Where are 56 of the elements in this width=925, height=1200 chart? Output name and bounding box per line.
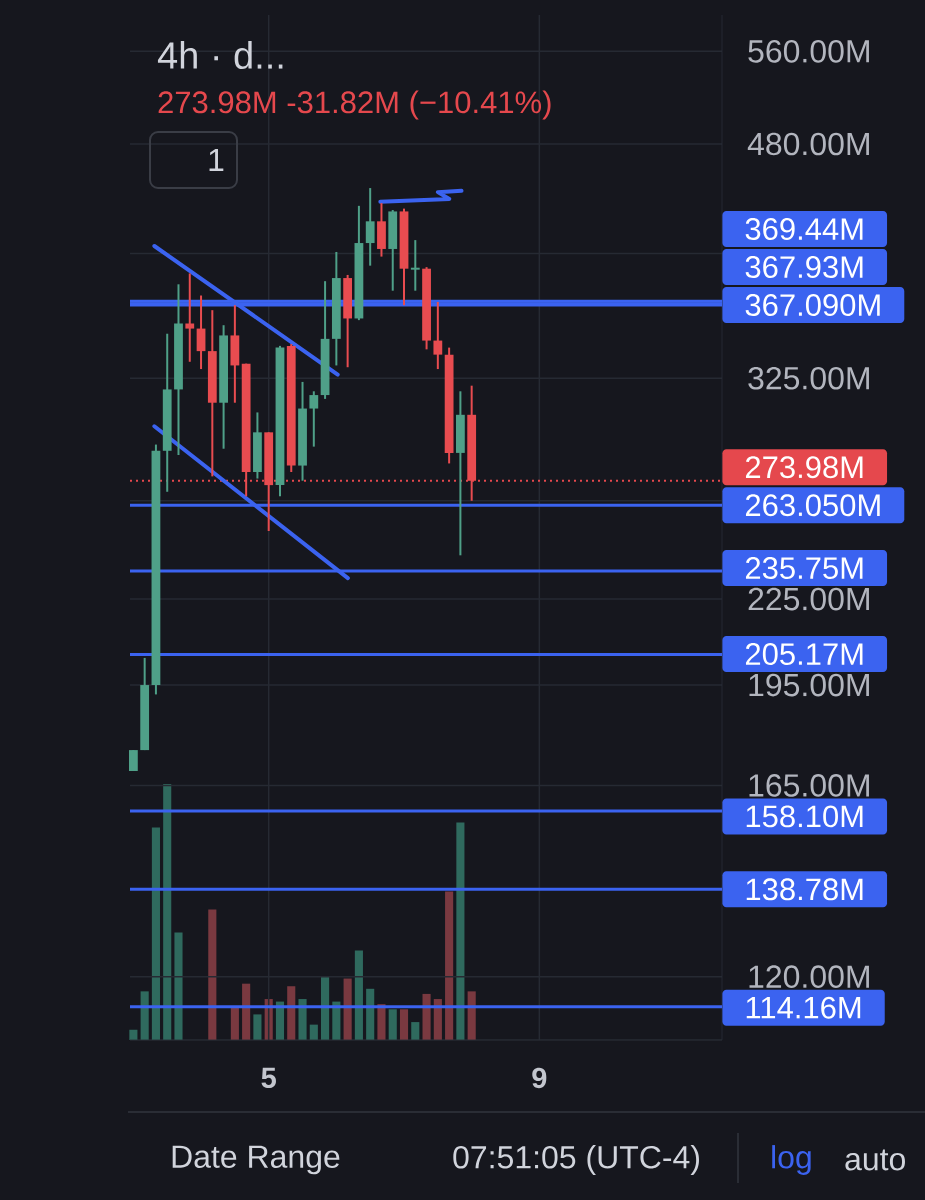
bar [163, 784, 172, 1040]
annotation: 1 [209, 148, 224, 171]
ref-line-label: 273.98M [745, 456, 863, 479]
ref-line-label: 263.050M [745, 494, 880, 517]
text: 4h · d... [157, 41, 283, 69]
y-tick-label: 225.00M [748, 587, 869, 611]
bar [422, 993, 431, 1040]
y-tick-label: 120.00M [749, 965, 869, 989]
y-tick-label: 325.00M [748, 366, 869, 390]
bar [388, 1009, 397, 1040]
text: log [772, 1145, 811, 1175]
bar [309, 1024, 318, 1040]
bar [321, 976, 330, 1040]
bar [208, 909, 217, 1040]
ref-line-label: 114.16M [746, 996, 861, 1019]
ref-line-label: 367.090M [745, 294, 880, 317]
candlestick [409, 239, 421, 292]
bar [399, 1009, 409, 1040]
y-tick-label: 560.00M [748, 40, 869, 63]
y-tick-label: 165.00M [749, 774, 869, 797]
candlestick [309, 390, 319, 448]
y-tick-label: 195.00M [749, 673, 869, 697]
ref-line-label: 367.93M [745, 256, 863, 279]
ref-line-label: 369.44M [745, 218, 863, 241]
ref-line-label: 138.78M [746, 878, 863, 901]
ref-line-label: 235.75M [745, 557, 863, 580]
ref-line-label: 158.10M [746, 805, 863, 828]
x-tick-label: 5 [261, 1067, 276, 1089]
bar [467, 991, 476, 1040]
x-tick-label: 9 [532, 1067, 547, 1089]
bar [151, 827, 160, 1040]
bar [343, 978, 352, 1040]
text: auto [845, 1149, 905, 1171]
bar [298, 999, 307, 1040]
y-tick-label: 480.00M [747, 132, 869, 156]
bar [242, 983, 251, 1040]
bar [253, 1014, 262, 1040]
candlestick [433, 300, 443, 371]
bar [411, 1022, 420, 1040]
bar [140, 991, 149, 1040]
line-series [378, 188, 464, 204]
bar [354, 950, 363, 1040]
bar [377, 1004, 386, 1040]
bar [174, 932, 183, 1040]
bar [456, 822, 465, 1040]
ref-line-label: 205.17M [745, 643, 863, 666]
text: 07:51:05 (UTC-4) [453, 1145, 699, 1175]
bar [445, 891, 454, 1040]
bar [230, 1006, 239, 1040]
candlestick [185, 272, 195, 363]
text: Date Range [172, 1145, 340, 1175]
bar [366, 988, 375, 1040]
candlestick [365, 187, 375, 267]
text: 273.98M -31.82M (−10.41%) [158, 90, 551, 120]
candlestick [128, 749, 138, 772]
bar [287, 986, 296, 1040]
